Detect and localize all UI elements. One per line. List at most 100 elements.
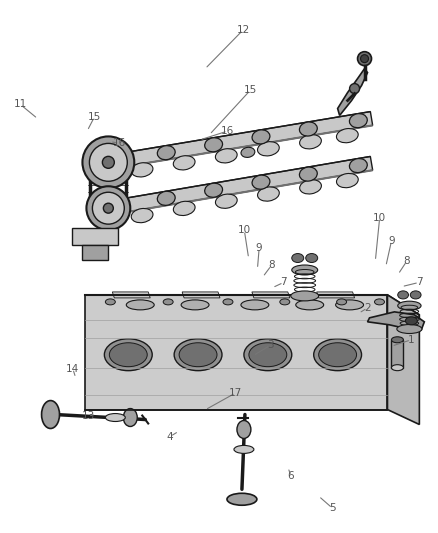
Polygon shape — [82, 245, 108, 260]
Ellipse shape — [86, 186, 130, 230]
Ellipse shape — [89, 143, 127, 181]
Polygon shape — [85, 295, 419, 315]
Ellipse shape — [410, 291, 421, 299]
Ellipse shape — [336, 128, 358, 143]
Ellipse shape — [92, 192, 124, 224]
Ellipse shape — [104, 339, 152, 370]
Ellipse shape — [173, 201, 195, 215]
Ellipse shape — [374, 299, 385, 305]
Ellipse shape — [106, 299, 115, 305]
Text: 7: 7 — [280, 278, 287, 287]
Ellipse shape — [398, 291, 409, 299]
Ellipse shape — [103, 203, 113, 213]
Ellipse shape — [179, 343, 217, 367]
Text: 17: 17 — [229, 388, 242, 398]
Ellipse shape — [241, 147, 255, 157]
Ellipse shape — [215, 149, 237, 163]
Text: 12: 12 — [237, 25, 250, 35]
Text: 9: 9 — [256, 243, 262, 253]
Polygon shape — [367, 312, 424, 330]
Ellipse shape — [291, 291, 319, 301]
Ellipse shape — [234, 446, 254, 454]
Ellipse shape — [280, 299, 290, 305]
Polygon shape — [388, 295, 419, 424]
Polygon shape — [252, 292, 290, 298]
Text: 11: 11 — [14, 100, 27, 109]
Ellipse shape — [300, 180, 321, 194]
Ellipse shape — [292, 265, 318, 275]
Ellipse shape — [131, 163, 153, 177]
Ellipse shape — [249, 343, 287, 367]
Polygon shape — [112, 292, 150, 298]
Text: 10: 10 — [373, 213, 386, 223]
Ellipse shape — [223, 299, 233, 305]
Ellipse shape — [392, 337, 403, 343]
Ellipse shape — [205, 138, 223, 152]
Text: 10: 10 — [238, 225, 251, 236]
Ellipse shape — [398, 301, 421, 310]
Text: 15: 15 — [88, 112, 101, 122]
Ellipse shape — [110, 343, 147, 367]
Ellipse shape — [392, 365, 403, 370]
Polygon shape — [338, 69, 367, 116]
Text: 14: 14 — [66, 364, 79, 374]
Ellipse shape — [337, 299, 346, 305]
Text: 7: 7 — [416, 278, 422, 287]
Ellipse shape — [215, 194, 237, 208]
Ellipse shape — [181, 300, 209, 310]
Ellipse shape — [350, 114, 367, 128]
Polygon shape — [107, 157, 373, 215]
Ellipse shape — [306, 254, 318, 263]
Text: 4: 4 — [167, 432, 173, 441]
Ellipse shape — [99, 201, 117, 215]
Ellipse shape — [131, 208, 153, 223]
Text: 1: 1 — [408, 335, 414, 345]
Ellipse shape — [106, 414, 125, 422]
Ellipse shape — [292, 254, 304, 263]
Ellipse shape — [205, 183, 223, 197]
Text: 8: 8 — [403, 256, 410, 266]
Ellipse shape — [163, 299, 173, 305]
Ellipse shape — [241, 300, 269, 310]
Text: 3: 3 — [267, 340, 274, 350]
Ellipse shape — [258, 187, 279, 201]
Ellipse shape — [252, 130, 270, 144]
Polygon shape — [182, 292, 220, 298]
Ellipse shape — [406, 317, 417, 325]
Text: 6: 6 — [288, 471, 294, 481]
Ellipse shape — [102, 156, 114, 168]
Ellipse shape — [300, 122, 317, 136]
Ellipse shape — [157, 191, 175, 205]
Text: 13: 13 — [81, 411, 95, 421]
Polygon shape — [72, 228, 118, 245]
Ellipse shape — [157, 146, 175, 160]
Text: 16: 16 — [113, 138, 126, 148]
Ellipse shape — [252, 175, 270, 189]
Ellipse shape — [300, 135, 321, 149]
Ellipse shape — [357, 52, 371, 66]
Text: 5: 5 — [329, 503, 336, 513]
Ellipse shape — [244, 339, 292, 370]
Ellipse shape — [227, 493, 257, 505]
Ellipse shape — [350, 84, 360, 94]
Ellipse shape — [237, 421, 251, 439]
Ellipse shape — [174, 339, 222, 370]
Ellipse shape — [300, 167, 317, 181]
Ellipse shape — [258, 142, 279, 156]
Polygon shape — [317, 292, 355, 298]
Ellipse shape — [336, 173, 358, 188]
Ellipse shape — [99, 155, 117, 169]
Polygon shape — [107, 111, 373, 169]
Ellipse shape — [296, 300, 324, 310]
Text: 8: 8 — [268, 261, 275, 270]
Ellipse shape — [397, 325, 422, 334]
Ellipse shape — [319, 343, 357, 367]
Ellipse shape — [350, 158, 367, 173]
Polygon shape — [392, 340, 403, 368]
Ellipse shape — [124, 409, 137, 426]
Text: 15: 15 — [244, 85, 257, 95]
Ellipse shape — [126, 300, 154, 310]
Text: 16: 16 — [221, 126, 234, 136]
Ellipse shape — [82, 136, 134, 188]
Ellipse shape — [173, 156, 195, 170]
